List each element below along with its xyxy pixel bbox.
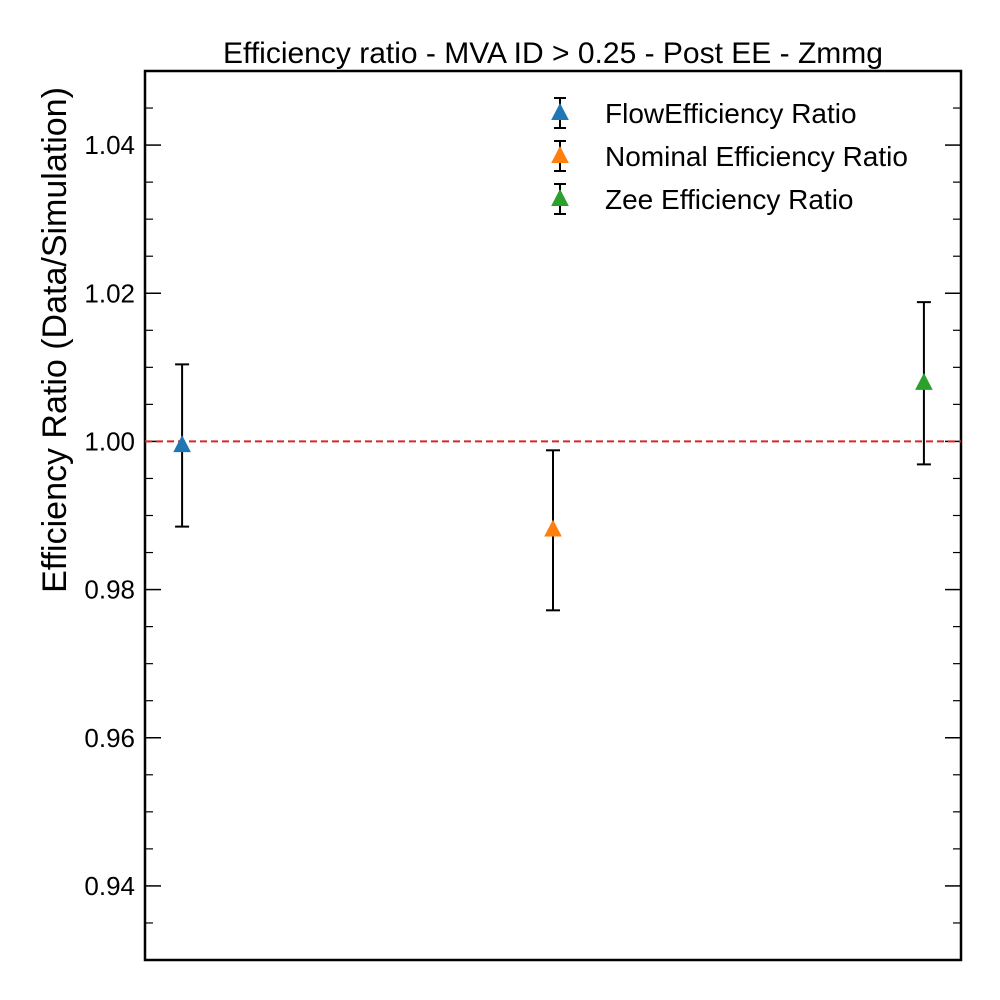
- legend-label: Nominal Efficiency Ratio: [605, 141, 908, 172]
- y-tick-label: 0.96: [84, 723, 135, 753]
- y-axis-label: Efficiency Ratio (Data/Simulation): [36, 87, 74, 593]
- data-point-1: [544, 519, 562, 537]
- y-tick-label: 1.00: [84, 426, 135, 456]
- y-tick-label: 1.04: [84, 130, 135, 160]
- legend-marker-0: [551, 102, 569, 120]
- data-point-0: [173, 435, 191, 453]
- plot-area: 0.94 0.96 0.98 1.00 1.02 1.04: [84, 69, 963, 962]
- legend-label: Zee Efficiency Ratio: [605, 184, 854, 215]
- y-tick-label: 0.98: [84, 575, 135, 605]
- chart-title: Efficiency ratio - MVA ID > 0.25 - Post …: [223, 37, 883, 70]
- legend-marker-2: [551, 188, 569, 206]
- legend: FlowEfficiency Ratio Nominal Efficiency R…: [551, 97, 908, 215]
- y-tick-label: 1.02: [84, 278, 135, 308]
- legend-marker-1: [551, 145, 569, 163]
- legend-label: FlowEfficiency Ratio: [605, 98, 857, 129]
- y-tick-label: 0.94: [84, 871, 135, 901]
- data-point-2: [915, 372, 933, 390]
